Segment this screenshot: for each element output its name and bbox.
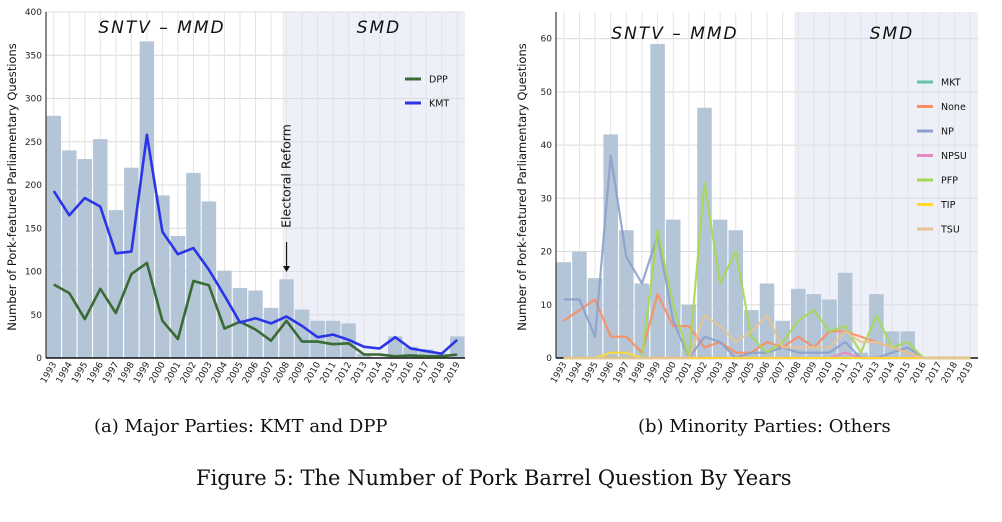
annotation-arrow-head (283, 266, 291, 272)
legend-label-MKT: MKT (941, 78, 961, 89)
bar-2006 (248, 290, 263, 358)
era-label-1: SMD (870, 24, 915, 44)
chart-major-parties: 0501001502002503003504001993199419951996… (5, 8, 465, 385)
y-tick-label-100: 100 (25, 268, 42, 278)
annotation-label: Electoral Reform (279, 124, 294, 228)
series-line-DPP (53, 261, 458, 358)
bar-1997 (619, 230, 634, 358)
bar-2008 (279, 279, 294, 358)
bar-2003 (712, 219, 728, 358)
y-tick-label-200: 200 (25, 181, 42, 191)
y-tick-label-30: 30 (541, 194, 553, 204)
bar-2009 (294, 309, 310, 358)
bar-2009 (806, 294, 822, 358)
bar-2012 (853, 352, 869, 358)
bar-2015 (387, 336, 403, 358)
legend-label-NPSU: NPSU (941, 151, 967, 162)
legend-label-KMT: KMT (429, 99, 449, 110)
y-tick-label-150: 150 (25, 224, 42, 234)
bar-2000 (155, 195, 170, 358)
subcaption-a: (a) Major Parties: KMT and DPP (94, 416, 388, 437)
y-tick-label-0: 0 (36, 354, 42, 364)
bar-2011 (837, 272, 853, 358)
bar-1994 (572, 251, 587, 358)
legend-label-TIP: TIP (940, 200, 956, 211)
legend-label-DPP: DPP (429, 75, 448, 86)
y-axis-label: Number of Pork-featured Parliamentary Qu… (515, 43, 529, 331)
bar-1999 (139, 41, 155, 358)
bar-2016 (403, 346, 418, 358)
x-tick-label-2019: 2019 (443, 360, 463, 385)
series-line-TSU (563, 314, 971, 360)
bar-1993 (46, 115, 61, 358)
bar-2006 (759, 283, 775, 358)
legend-label-NP: NP (941, 127, 954, 138)
chart-minority-parties: 0102030405060199319941995199619971998199… (515, 12, 978, 385)
subcaption-b: (b) Minority Parties: Others (638, 416, 891, 437)
y-axis-label: Number of Pork-featured Parliamentary Qu… (5, 43, 19, 331)
y-tick-label-20: 20 (541, 248, 553, 258)
bar-2002 (697, 107, 712, 358)
y-tick-label-250: 250 (25, 138, 42, 148)
bar-2010 (310, 320, 325, 358)
era-label-1: SMD (357, 18, 402, 38)
series-line-TIP (563, 351, 971, 360)
legend-label-TSU: TSU (940, 225, 960, 236)
era-label-0: SNTV – MMD (611, 24, 738, 44)
y-tick-label-350: 350 (25, 51, 42, 61)
y-tick-label-50: 50 (541, 88, 553, 98)
y-tick-label-400: 400 (25, 8, 42, 18)
y-tick-label-60: 60 (541, 35, 553, 45)
x-tick-label-2019: 2019 (956, 360, 976, 385)
bar-1994 (62, 150, 77, 358)
bar-2004 (217, 270, 232, 358)
legend-label-None: None (941, 102, 966, 113)
bar-2002 (186, 172, 201, 358)
bar-1997 (108, 210, 124, 358)
bar-1999 (650, 43, 665, 358)
bar-1996 (93, 139, 108, 358)
y-tick-label-40: 40 (541, 141, 553, 151)
bar-2013 (356, 353, 372, 358)
era-label-0: SNTV – MMD (98, 18, 225, 38)
figure-caption: Figure 5: The Number of Pork Barrel Ques… (196, 466, 792, 490)
bar-2011 (325, 320, 341, 358)
bar-2004 (728, 230, 744, 358)
legend-label-PFP: PFP (941, 176, 958, 187)
bar-2017 (418, 349, 434, 358)
y-tick-label-10: 10 (541, 301, 553, 311)
y-tick-label-0: 0 (546, 354, 552, 364)
series-line-KMT (52, 133, 459, 356)
y-tick-label-300: 300 (25, 95, 42, 105)
y-tick-label-50: 50 (31, 311, 43, 321)
bar-2003 (201, 201, 217, 358)
bar-1998 (124, 167, 139, 358)
bar-2008 (790, 288, 806, 358)
bar-2000 (665, 219, 681, 358)
bar-1995 (77, 159, 93, 358)
bar-1993 (556, 262, 572, 358)
